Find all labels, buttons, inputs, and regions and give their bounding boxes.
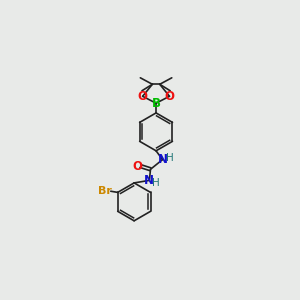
Text: B: B xyxy=(152,97,160,110)
Text: H: H xyxy=(166,153,173,163)
Text: O: O xyxy=(164,90,175,103)
Text: N: N xyxy=(144,174,154,187)
Text: H: H xyxy=(152,178,160,188)
Text: O: O xyxy=(132,160,142,172)
Text: O: O xyxy=(138,90,148,103)
Text: N: N xyxy=(158,153,167,166)
Text: Br: Br xyxy=(98,186,112,196)
